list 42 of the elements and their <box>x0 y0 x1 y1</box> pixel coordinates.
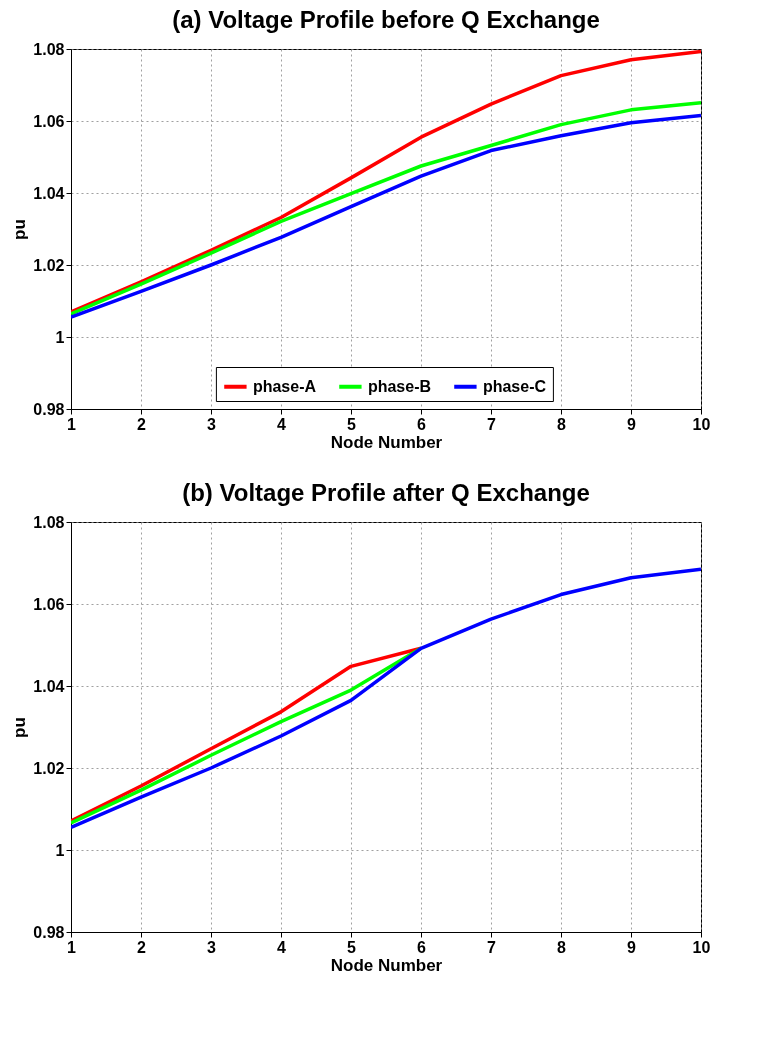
line-series <box>71 567 701 830</box>
x-tick-label: 2 <box>137 938 147 956</box>
chart-title: (a) Voltage Profile before Q Exchange <box>172 6 600 33</box>
x-tick-label: 1 <box>67 415 77 433</box>
x-tick-label: 6 <box>417 415 427 433</box>
x-tick-label: 4 <box>277 938 287 956</box>
x-tick-label: 6 <box>417 938 427 956</box>
y-tick-label: 1.08 <box>33 40 65 58</box>
y-tick-label: 1.02 <box>33 759 65 777</box>
x-tick-label: 3 <box>207 415 217 433</box>
y-tick-label: 1 <box>55 841 65 859</box>
y-tick-label: 0.98 <box>33 400 65 418</box>
y-tick-label: 1.04 <box>33 677 65 695</box>
legend-label: phase-C <box>482 377 547 395</box>
y-tick-label: 0.98 <box>33 923 65 941</box>
x-tick-label: 5 <box>347 415 357 433</box>
x-tick-label: 8 <box>557 415 567 433</box>
legend-label: phase-A <box>252 377 317 395</box>
x-tick-label: 9 <box>627 415 637 433</box>
y-tick-label: 1.06 <box>33 112 65 130</box>
x-axis-title: Node Number <box>330 432 443 452</box>
x-tick-label: 7 <box>487 938 497 956</box>
y-tick-label: 1.08 <box>33 513 65 531</box>
x-axis-title: Node Number <box>330 955 443 975</box>
y-tick-label: 1 <box>55 328 65 346</box>
legend-label: phase-B <box>367 377 432 395</box>
y-tick-label: 1.02 <box>33 256 65 274</box>
x-tick-label: 8 <box>557 938 567 956</box>
x-tick-label: 10 <box>692 415 711 433</box>
x-tick-label: 7 <box>487 415 497 433</box>
y-tick-label: 1.04 <box>33 184 65 202</box>
y-tick-label: 1.06 <box>33 595 65 613</box>
x-tick-label: 2 <box>137 415 147 433</box>
chart-title: (b) Voltage Profile after Q Exchange <box>182 479 590 506</box>
x-tick-label: 3 <box>207 938 217 956</box>
x-tick-label: 9 <box>627 938 637 956</box>
y-axis-title: pu <box>10 219 30 240</box>
x-tick-label: 10 <box>692 938 711 956</box>
x-tick-label: 1 <box>67 938 77 956</box>
x-tick-label: 4 <box>277 415 287 433</box>
y-axis-title: pu <box>10 717 30 738</box>
x-tick-label: 5 <box>347 938 357 956</box>
